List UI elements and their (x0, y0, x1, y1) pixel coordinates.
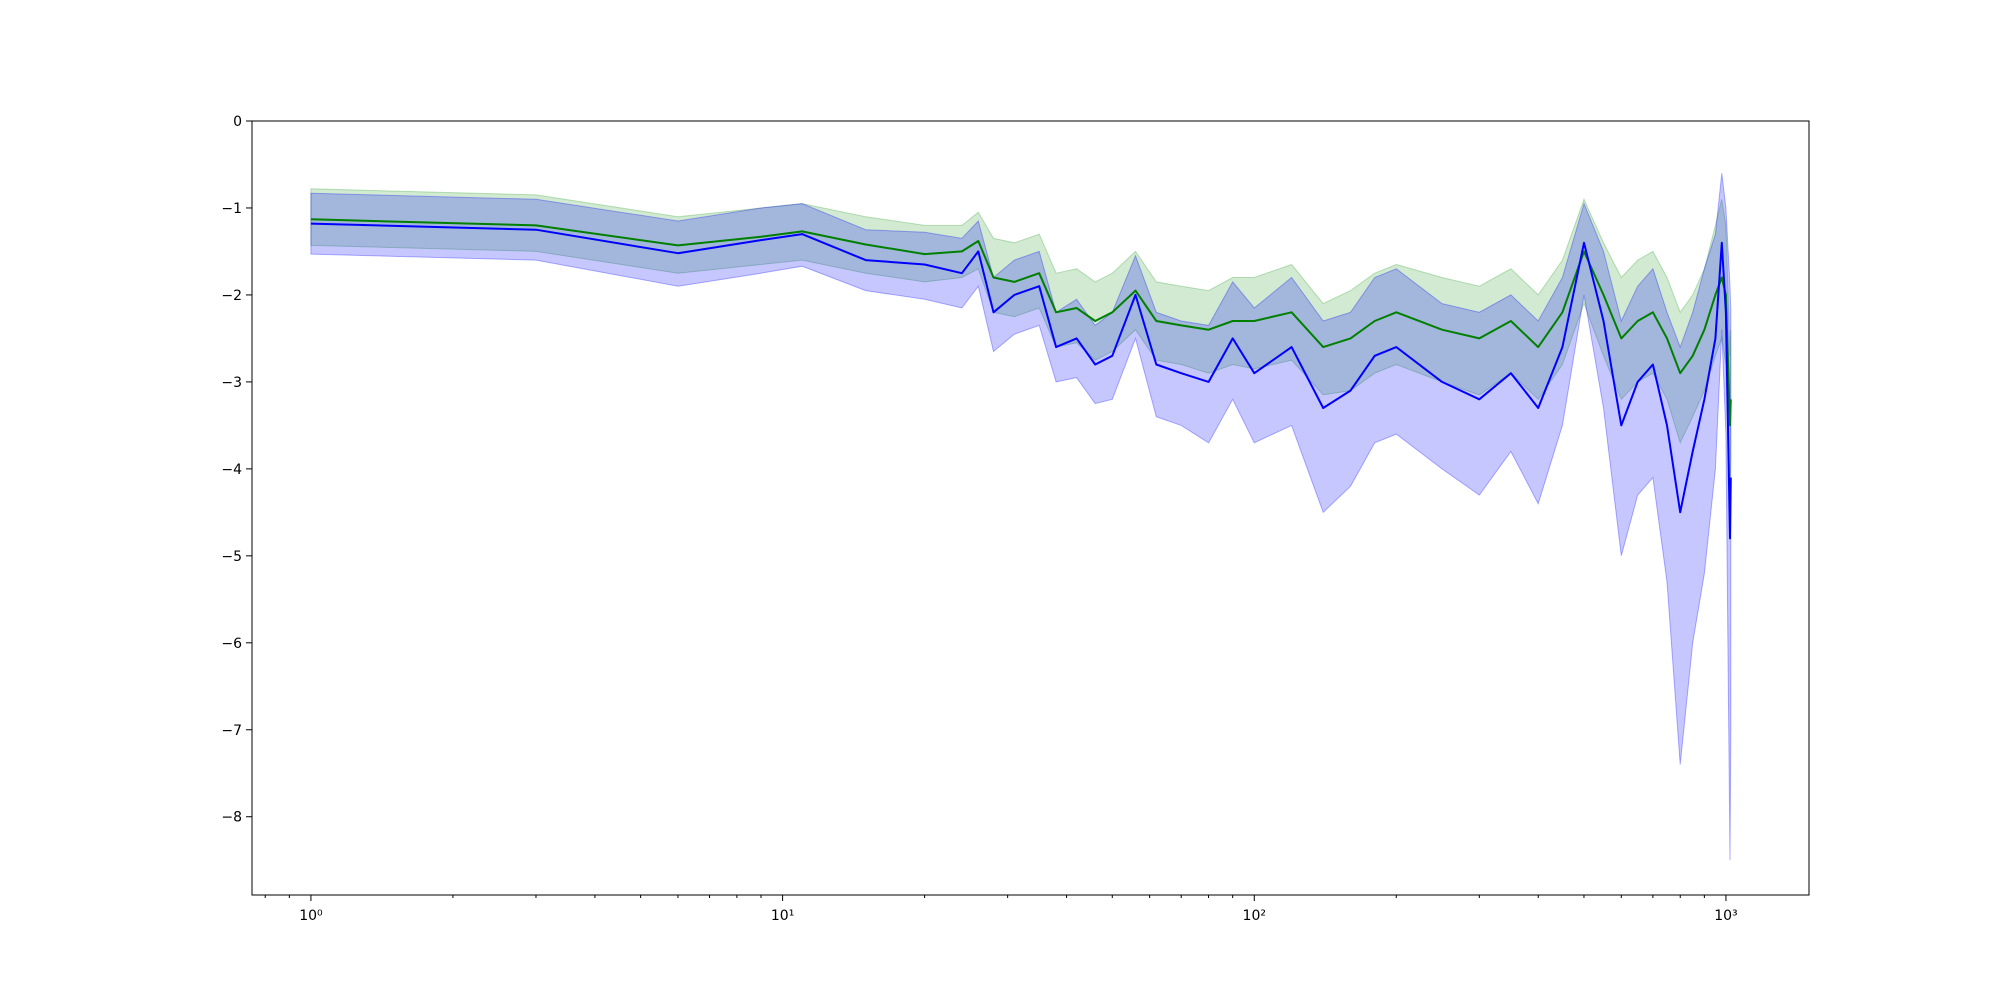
confidence-bands (310, 173, 1732, 861)
series-0-line (310, 218, 1732, 427)
y-tick-label: −2 (221, 288, 242, 304)
plot-frame (251, 120, 1810, 896)
y-tick-label: −3 (221, 375, 242, 391)
x-tick-label: 10³ (1714, 908, 1737, 924)
y-tick-label: −4 (221, 462, 242, 478)
series-1-line (310, 222, 1732, 540)
x-tick-label: 10² (1243, 908, 1266, 924)
plot-area (252, 121, 1809, 895)
y-tick-label: −7 (221, 723, 242, 739)
series-0-band (310, 188, 1732, 487)
y-axis: 0 −1 −2 −3 −4 −5 −6 −7 −8 (221, 114, 252, 826)
x-axis: 10⁰ 10¹ 10² 10³ (264, 895, 1738, 924)
y-tick-label: −5 (221, 549, 242, 565)
series-lines (310, 218, 1732, 540)
y-tick-label: −8 (221, 810, 242, 826)
y-tick-label: 0 (233, 114, 242, 130)
y-tick-label: −1 (221, 201, 242, 217)
series-1-band (310, 173, 1732, 861)
x-tick-label: 10¹ (771, 908, 794, 924)
y-tick-label: −6 (221, 636, 242, 652)
x-tick-label: 10⁰ (299, 908, 323, 924)
